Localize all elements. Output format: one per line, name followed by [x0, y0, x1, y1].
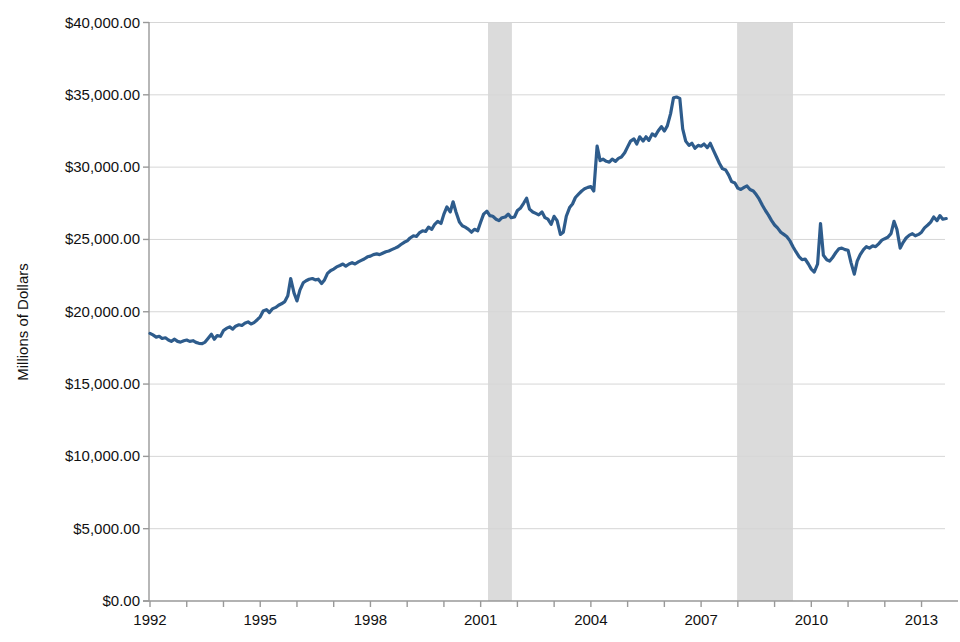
chart-canvas: $0.00 $5,000.00 $10,000.00 $15,000.00 $20,00…: [0, 0, 960, 642]
x-tick-label: 2007: [684, 611, 717, 628]
y-tick-label: $35,000.00: [65, 86, 140, 103]
data-line-series: [150, 97, 946, 344]
y-tick-label: $15,000.00: [65, 375, 140, 392]
y-tick-label: $40,000.00: [65, 14, 140, 31]
y-axis-ticks: [143, 23, 149, 602]
x-tick-label: 2001: [464, 611, 497, 628]
gridlines: [149, 23, 945, 529]
x-tick-label: 2004: [574, 611, 607, 628]
x-tick-label: 1995: [244, 611, 277, 628]
x-axis-labels: 1992 1995 1998 2001 2004 2007 2010 2013: [133, 611, 938, 628]
x-axis-ticks: [150, 601, 922, 607]
y-axis-labels: $0.00 $5,000.00 $10,000.00 $15,000.00 $20,00…: [65, 14, 140, 610]
x-tick-label: 1992: [133, 611, 166, 628]
y-tick-label: $0.00: [102, 592, 140, 609]
x-tick-label: 2013: [905, 611, 938, 628]
y-tick-label: $10,000.00: [65, 447, 140, 464]
y-tick-label: $25,000.00: [65, 230, 140, 247]
y-tick-label: $30,000.00: [65, 158, 140, 175]
x-tick-label: 1998: [354, 611, 387, 628]
x-tick-label: 2010: [795, 611, 828, 628]
y-tick-label: $5,000.00: [73, 520, 140, 537]
line-chart: $0.00 $5,000.00 $10,000.00 $15,000.00 $20,00…: [0, 0, 960, 642]
y-tick-label: $20,000.00: [65, 303, 140, 320]
y-axis-title: Millions of Dollars: [14, 263, 31, 381]
